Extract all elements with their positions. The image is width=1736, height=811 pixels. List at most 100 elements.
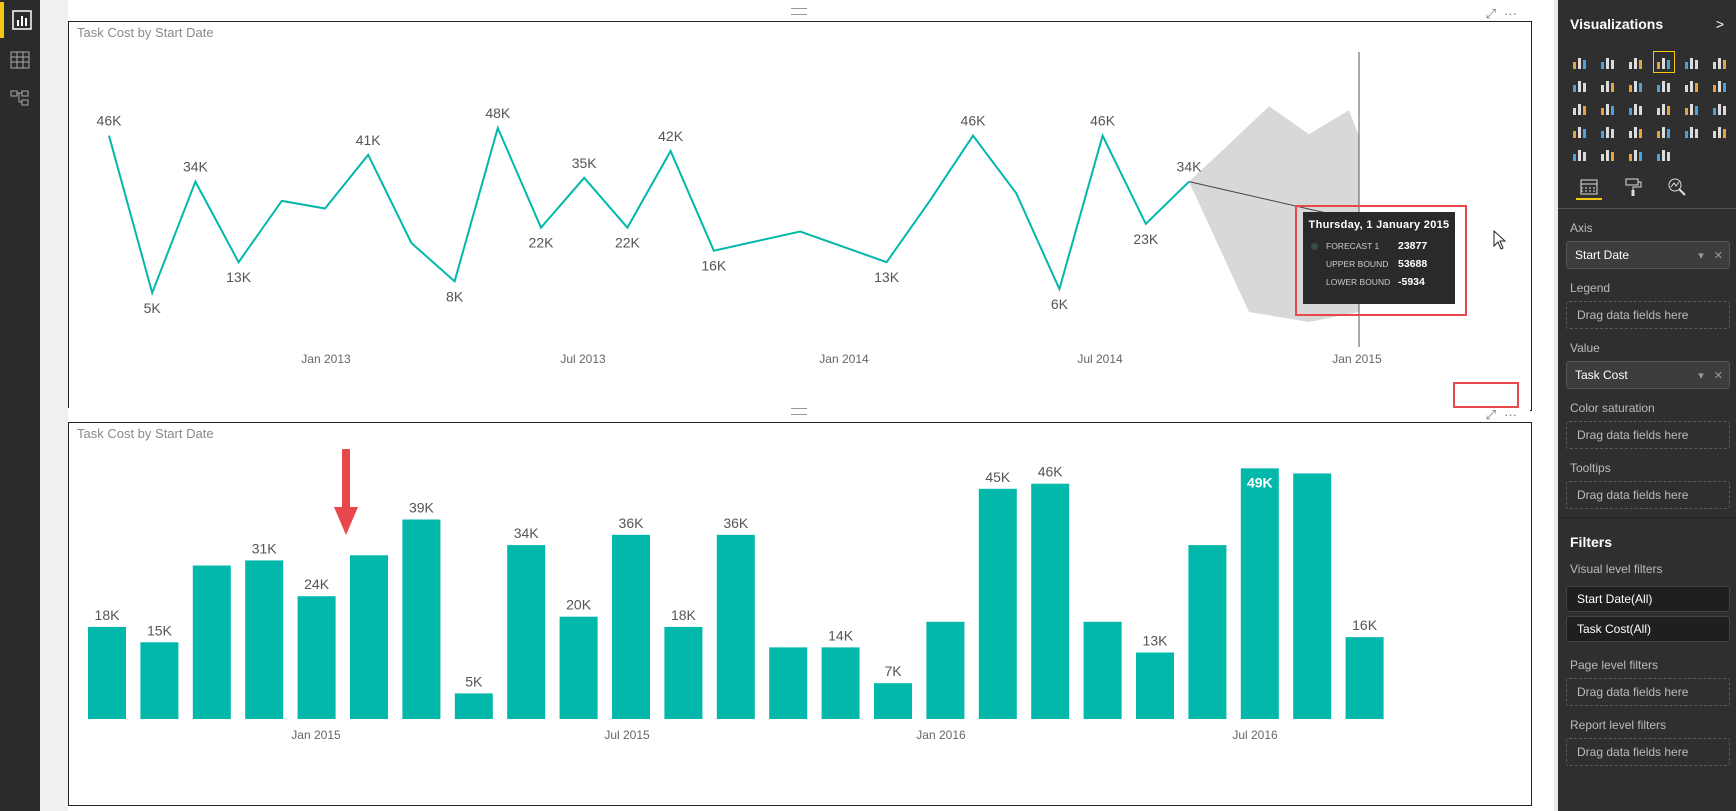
focus-mode-icon[interactable]: ⤢: [1485, 6, 1496, 21]
x-tick-label: Jul 2016: [1232, 728, 1278, 742]
filter-start-date[interactable]: Start Date(All): [1566, 586, 1730, 612]
pie-icon[interactable]: [1570, 98, 1590, 118]
more-options-icon[interactable]: ···: [1504, 407, 1517, 422]
donut-icon[interactable]: [1654, 121, 1674, 141]
visual-title: Task Cost by Start Date: [77, 25, 214, 40]
stacked-area-icon[interactable]: [1598, 75, 1618, 95]
multirow-card-icon[interactable]: [1710, 121, 1730, 141]
collapse-pane-icon[interactable]: >: [1715, 16, 1724, 32]
format-tab[interactable]: [1620, 176, 1646, 198]
canvas-gutter: [40, 0, 68, 811]
more-icon[interactable]: [1654, 144, 1674, 164]
data-label: 13K: [874, 269, 900, 285]
funnel-icon[interactable]: [1710, 98, 1730, 118]
data-label: 5K: [144, 300, 162, 316]
bar: [192, 565, 231, 719]
bar: [716, 534, 755, 719]
filters-title: Filters: [1558, 517, 1736, 556]
waterfall-icon[interactable]: [1710, 75, 1730, 95]
chevron-down-icon[interactable]: ▾: [1698, 369, 1704, 382]
drag-grip[interactable]: [791, 8, 807, 15]
data-label: 13K: [1143, 633, 1169, 649]
area-icon[interactable]: [1570, 75, 1590, 95]
data-label: 36K: [619, 515, 645, 531]
data-label: 20K: [566, 597, 592, 613]
x-tick-label: Jan 2015: [291, 728, 341, 742]
remove-field-icon[interactable]: ✕: [1713, 249, 1723, 262]
line-chart-visual[interactable]: ⤢ ··· Task Cost by Start Date 46K 5K 34K 13…: [68, 6, 1532, 411]
data-label: 5K: [465, 673, 483, 689]
data-label: 16K: [701, 258, 727, 274]
line-column-icon[interactable]: [1626, 75, 1646, 95]
table-viz-icon[interactable]: [1654, 98, 1674, 118]
filter-task-cost[interactable]: Task Cost(All): [1566, 616, 1730, 642]
drag-grip[interactable]: [791, 408, 807, 415]
map-icon[interactable]: [1626, 98, 1646, 118]
data-label: 41K: [356, 132, 382, 148]
kpi-icon[interactable]: [1598, 121, 1618, 141]
relationships-icon: [10, 90, 29, 106]
slicer-icon[interactable]: [1626, 121, 1646, 141]
visual-frame: ⤢ ··· Task Cost by Start Date 46K 5K 34K 13…: [68, 6, 1532, 411]
data-label: 6K: [1051, 296, 1069, 312]
data-label: 48K: [485, 105, 511, 121]
custom-icon[interactable]: [1626, 144, 1646, 164]
tooltip-row-label: UPPER BOUND: [1326, 259, 1389, 269]
treemap-icon[interactable]: [1598, 98, 1618, 118]
stacked-column-icon[interactable]: [1598, 52, 1618, 72]
ribbon-icon[interactable]: [1682, 75, 1702, 95]
bar: [1136, 652, 1174, 719]
data-label: 24K: [304, 576, 330, 592]
data-label: 8K: [446, 288, 464, 304]
x-tick-label: Jul 2013: [560, 352, 606, 366]
matrix-icon[interactable]: [1682, 98, 1702, 118]
card-icon[interactable]: [1570, 121, 1590, 141]
analytics-tab[interactable]: [1664, 176, 1690, 198]
data-label: 13K: [226, 269, 252, 285]
report-view-button[interactable]: [0, 2, 40, 38]
bar-chart[interactable]: 18K 15K 31K 24K 39K 5K 34K 20K 36K 18K 36K 14K 7K 45K…: [69, 423, 1531, 805]
clustered-bar-icon[interactable]: [1626, 52, 1646, 72]
x-tick-label: Jan 2014: [819, 352, 869, 366]
page-filters-well[interactable]: Drag data fields here: [1566, 678, 1730, 706]
globe-icon[interactable]: [1598, 144, 1618, 164]
data-label: 46K: [1090, 113, 1116, 129]
tooltip-row: FORECAST 1 23877: [1303, 237, 1455, 255]
bar: [978, 488, 1017, 719]
tooltips-well[interactable]: Drag data fields here: [1566, 481, 1730, 509]
tooltip-row-value: -5934: [1398, 276, 1425, 288]
report-filters-well[interactable]: Drag data fields here: [1566, 738, 1730, 766]
legend-well[interactable]: Drag data fields here: [1566, 301, 1730, 329]
data-label: 15K: [147, 622, 173, 638]
bar-chart-visual[interactable]: ⤢ ··· Task Cost by Start Date 18K 15K 31K 2…: [68, 407, 1532, 806]
clustered-column-icon[interactable]: [1653, 51, 1675, 73]
filled-map-icon[interactable]: [1682, 121, 1702, 141]
bar: [245, 560, 284, 719]
bar-chart-icon: [12, 10, 32, 30]
axis-field-well[interactable]: Start Date ▾ ✕: [1566, 241, 1730, 269]
axis-label: Axis: [1570, 221, 1593, 235]
data-label: 23K: [1133, 231, 1159, 247]
stacked-bar-icon[interactable]: [1570, 52, 1590, 72]
focus-mode-icon[interactable]: ⤢: [1485, 407, 1496, 422]
color-saturation-well[interactable]: Drag data fields here: [1566, 421, 1730, 449]
shape-map-icon[interactable]: [1570, 144, 1590, 164]
left-nav: [0, 0, 40, 811]
value-field-well[interactable]: Task Cost ▾ ✕: [1566, 361, 1730, 389]
line-column2-icon[interactable]: [1654, 75, 1674, 95]
data-view-button[interactable]: [0, 42, 40, 78]
relationships-view-button[interactable]: [0, 80, 40, 116]
data-label: 39K: [409, 500, 435, 516]
more-options-icon[interactable]: ···: [1504, 6, 1517, 21]
chevron-down-icon[interactable]: ▾: [1698, 249, 1704, 262]
100-column-icon[interactable]: [1710, 52, 1730, 72]
100-bar-icon[interactable]: [1682, 52, 1702, 72]
data-label: 34K: [1177, 159, 1203, 175]
visual-frame: ⤢ ··· Task Cost by Start Date 18K 15K 31K 2…: [68, 407, 1532, 806]
axis-label-highlight-box: [1453, 382, 1519, 408]
fields-tab[interactable]: [1576, 176, 1602, 200]
data-label: 7K: [884, 663, 902, 679]
remove-field-icon[interactable]: ✕: [1713, 369, 1723, 382]
visual-header: ⤢ ···: [1486, 6, 1517, 22]
bar: [664, 626, 703, 719]
